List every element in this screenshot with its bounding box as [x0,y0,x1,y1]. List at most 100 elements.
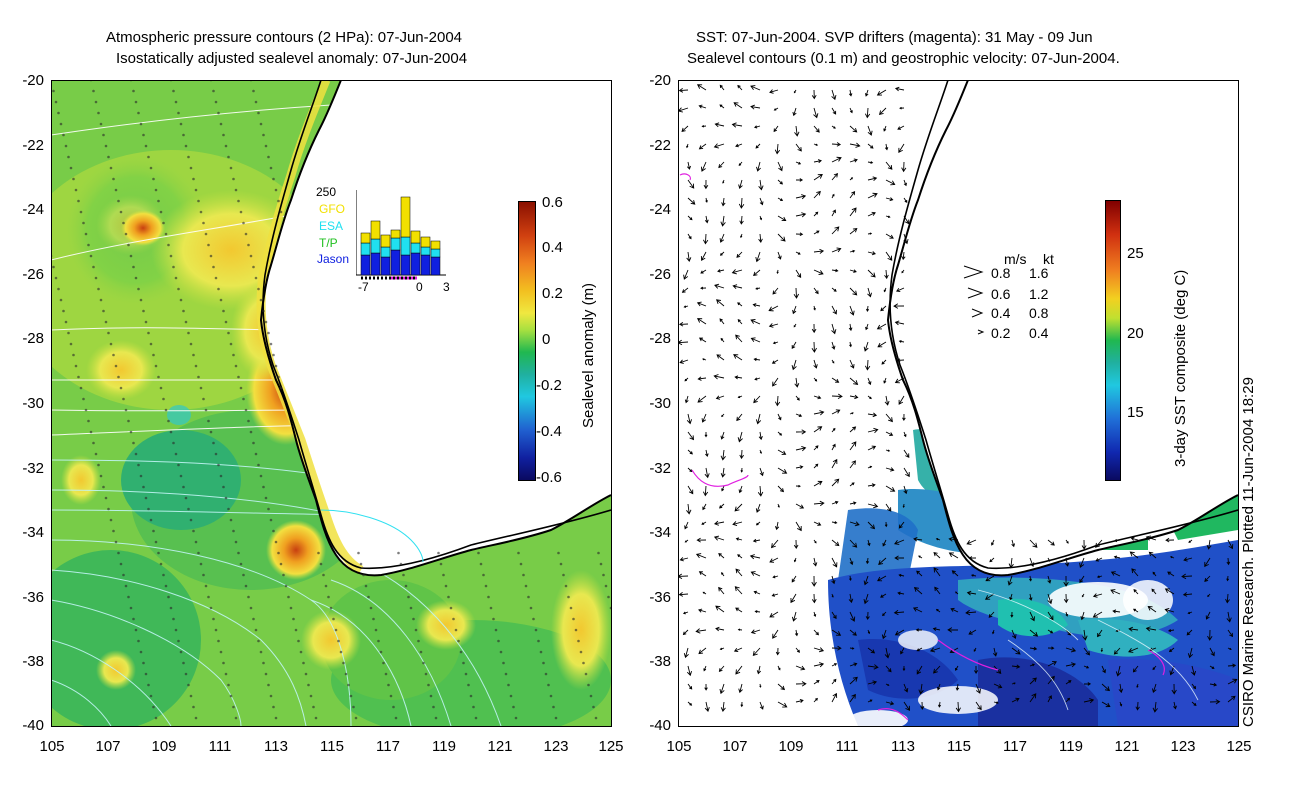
altimeter-track-dot [552,705,555,709]
altimeter-track-dot [572,617,575,621]
geostrophic-velocity-arrow [718,552,725,559]
altimeter-track-dot [124,584,128,588]
geostrophic-velocity-arrow [867,465,873,469]
geostrophic-velocity-arrow [738,485,743,494]
altimeter-track-dot [544,672,548,676]
altimeter-track-dot [257,639,260,643]
geostrophic-velocity-arrow [1227,678,1238,685]
geostrophic-velocity-arrow [1226,557,1231,566]
geostrophic-velocity-arrow [795,251,801,255]
right-map[interactable] [677,79,1239,730]
altimeter-track-dot [559,562,563,566]
inset-x-label-zero: 0 [416,280,423,294]
geostrophic-velocity-arrow [864,89,869,97]
geostrophic-velocity-arrow [933,552,941,559]
altimeter-track-dot [72,353,75,357]
geostrophic-velocity-arrow [758,431,763,441]
altimeter-track-dot [259,474,263,478]
geostrophic-velocity-arrow [750,104,761,110]
altimeter-track-dot [579,650,583,654]
geostrophic-velocity-arrow [1135,701,1140,711]
geostrophic-velocity-arrow [759,197,764,206]
altimeter-track-dot [282,573,285,577]
geostrophic-velocity-arrow [849,575,852,581]
altimeter-track-dot [557,551,560,555]
geostrophic-velocity-arrow [735,568,743,577]
geostrophic-velocity-arrow [831,521,838,524]
geostrophic-velocity-arrow [864,359,871,371]
altimeter-track-dot [574,628,578,632]
geostrophic-velocity-arrow [736,251,743,258]
right-title-line1: SST: 07-Jun-2004. SVP drifters (magenta)… [696,29,1093,46]
altimeter-track-dot [322,573,325,577]
geostrophic-velocity-arrow [750,571,761,577]
geostrophic-velocity-arrow [740,701,744,708]
geostrophic-velocity-arrow [867,647,876,654]
right-y-tick: -38 [649,653,671,670]
altimeter-track-dot [177,111,180,115]
geostrophic-velocity-arrow [988,611,995,618]
geostrophic-velocity-arrow [937,683,941,691]
altimeter-track-dot [172,89,175,93]
geostrophic-velocity-arrow [831,341,836,350]
right-y-tick: -28 [649,330,671,347]
altimeter-track-dot [524,584,528,588]
geostrophic-velocity-arrow [811,575,817,587]
geostrophic-velocity-arrow [790,593,797,604]
geostrophic-velocity-arrow [717,269,725,273]
altimeter-track-dot [359,562,363,566]
geostrophic-velocity-arrow [849,359,855,369]
geostrophic-velocity-arrow [903,449,910,459]
geostrophic-velocity-arrow [795,503,805,509]
geostrophic-velocity-arrow [973,665,979,675]
altimeter-track-dot [139,474,143,478]
altimeter-track-dot [542,661,545,665]
geostrophic-velocity-arrow [777,503,780,508]
geostrophic-velocity-arrow [793,89,797,94]
geostrophic-velocity-arrow [1083,665,1090,669]
geostrophic-velocity-arrow [752,538,761,543]
geostrophic-velocity-arrow [758,233,763,244]
geostrophic-velocity-arrow [1063,593,1069,604]
altimeter-track-dot [602,573,605,577]
geostrophic-velocity-arrow [867,211,876,217]
geostrophic-velocity-arrow [1191,665,1197,676]
geostrophic-velocity-arrow [713,143,725,149]
geostrophic-velocity-arrow [1148,551,1157,559]
geostrophic-velocity-arrow [882,539,887,547]
altimeter-track-dot [187,683,190,687]
altimeter-track-dot [364,584,368,588]
altimeter-track-dot [254,100,258,104]
geostrophic-velocity-arrow [849,341,852,348]
altimeter-track-dot [112,353,115,357]
geostrophic-velocity-arrow [1092,611,1103,618]
altimeter-track-dot [407,595,410,599]
altimeter-track-dot [512,705,515,709]
geostrophic-velocity-arrow [698,608,707,613]
geostrophic-velocity-arrow [777,665,781,671]
sealevel-cb-tick: 0.2 [542,285,563,302]
altimeter-track-dot [87,419,90,423]
altimeter-track-dot [264,496,268,500]
geostrophic-velocity-arrow [1064,557,1070,567]
geostrophic-velocity-arrow [849,125,858,133]
geostrophic-velocity-arrow [867,377,872,386]
altimeter-track-dot [69,342,73,346]
geostrophic-velocity-arrow [795,143,802,152]
sealevel-cb-tick: 0.6 [542,194,563,211]
geostrophic-velocity-arrow [965,609,977,616]
altimeter-track-dot [139,650,143,654]
geostrophic-velocity-arrow [849,693,856,703]
inset-bar-segment [430,240,441,250]
geostrophic-velocity-arrow [1047,629,1054,634]
geostrophic-velocity-arrow [704,431,708,438]
altimeter-track-dot [67,331,70,335]
geostrophic-velocity-arrow [903,431,907,438]
altimeter-track-dot [554,716,558,720]
geostrophic-velocity-arrow [903,485,908,495]
right-x-tick: 105 [666,738,692,755]
left-map[interactable]: 250 GFO ESA T/P Jason -7 0 3 [11,78,613,740]
altimeter-track-dot [457,639,460,643]
altimeter-track-dot [207,419,210,423]
velocity-legend-ms-header: m/s [1004,251,1027,267]
